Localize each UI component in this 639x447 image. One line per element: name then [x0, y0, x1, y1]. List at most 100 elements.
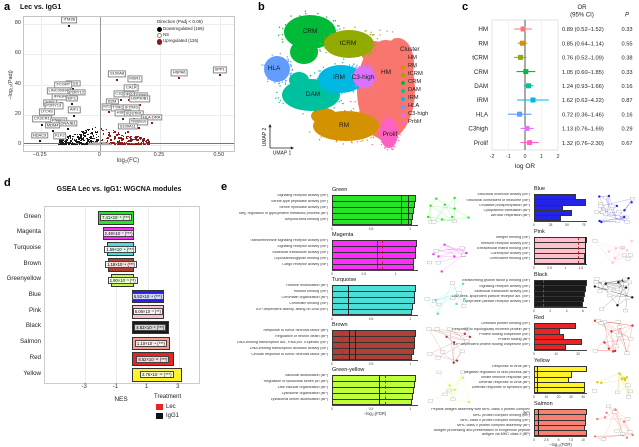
umap-speckle — [275, 97, 277, 99]
network-node — [429, 204, 432, 207]
gene-label: LTC4S — [38, 108, 55, 116]
umap-speckle — [369, 51, 372, 53]
gene-label: MSR1 — [127, 75, 143, 82]
volcano-point — [75, 141, 78, 143]
gsea-module-label: Pink — [28, 306, 41, 314]
volcano-point — [139, 137, 141, 139]
volcano-point — [86, 142, 88, 144]
gsea-legend-label: IgG1 — [166, 412, 180, 419]
volcano-point — [110, 139, 112, 141]
volcano-point — [120, 142, 122, 144]
go-term-label: DNA-binding transcription activator acti… — [249, 346, 328, 350]
umap-speckle — [267, 78, 269, 80]
network-node — [467, 216, 470, 219]
umap-speckle — [374, 50, 377, 53]
umap-legend-item: C3-high — [400, 111, 446, 119]
umap-speckle — [370, 137, 372, 139]
volcano-point — [62, 139, 64, 141]
gsea-module-label: Blue — [28, 291, 41, 298]
volcano-point — [117, 142, 120, 145]
gsea-bar: 6.06×10⁻³ (**) — [132, 305, 164, 319]
y-tick-label: 60 — [14, 50, 21, 57]
forest-point-estimate — [526, 83, 532, 89]
volcano-point — [107, 134, 110, 136]
volcano-plot-area: ITM2BCTSSFCGRTLINC00996P2RY12IFNGR1EIF1E… — [23, 16, 235, 152]
gsea-p-value-label: 6.52×10⁻⁴ (***) — [131, 292, 165, 300]
umap-speckle — [279, 85, 281, 87]
network-node — [605, 411, 608, 415]
gene-label: TMSB10 — [128, 118, 149, 126]
volcano-point — [109, 141, 112, 144]
go-term-label: Structural molecule activity (MF) — [477, 193, 530, 197]
network-node-box — [602, 212, 608, 216]
y-tick-label: 40 — [14, 80, 21, 87]
umap-panel: HM RM tCRM CRM DAM IRM HLA C3-high Prolif UMAP 1 U… — [0, 0, 639, 170]
network-node-box — [614, 429, 620, 433]
go-term-label: MHC class II protein complex assembly (B… — [457, 424, 530, 428]
umap-speckle — [372, 136, 375, 139]
volcano-point — [137, 142, 140, 144]
umap-cluster-blob — [284, 15, 336, 49]
gene-label: SPP1 — [212, 66, 227, 73]
volcano-point — [80, 142, 82, 144]
go-module-title: Pink — [534, 229, 545, 235]
go-x-tick: 0 — [331, 271, 333, 276]
network-node-box — [622, 277, 628, 281]
forest-panel: -2 -1 0 1 2 OR (95% CI) P HM 0.89 (0.52–1.52) 0.33… — [436, 0, 639, 172]
forest-p-value: 0.33 — [621, 27, 632, 33]
forest-x-tick: 1 — [540, 154, 543, 160]
go-term-label: Chromatin organization (BP) — [281, 296, 328, 299]
network-node-box — [600, 210, 606, 214]
umap-speckle — [325, 51, 327, 54]
umap-legend-label: HM — [408, 55, 418, 61]
umap-speckle — [411, 59, 413, 61]
go-network-diagram — [428, 370, 471, 404]
volcano-point — [78, 143, 81, 146]
volcano-point — [128, 143, 130, 145]
volcano-point — [110, 143, 113, 146]
volcano-point — [105, 142, 108, 144]
umap-speckle — [320, 114, 322, 117]
network-node — [607, 194, 611, 198]
gsea-bar: 7.41×10⁻⁹ (***) — [98, 211, 134, 225]
network-node — [440, 270, 443, 273]
network-node-box — [628, 337, 634, 341]
forest-header-p: P — [625, 13, 629, 19]
umap-legend-item: RM — [400, 63, 446, 71]
volcano-point — [98, 143, 101, 145]
volcano-legend-item: Upregulated (126) — [157, 38, 237, 45]
go-threshold-line — [578, 236, 580, 264]
umap-speckle — [334, 63, 336, 65]
volcano-point — [60, 142, 63, 144]
go-term-label: Response to topologically incorrect prot… — [452, 327, 530, 331]
go-network-diagram — [427, 243, 468, 273]
umap-speckle — [342, 143, 344, 145]
go-x-tick: 0 — [533, 308, 535, 313]
forest-header-ci: (95% CI) — [570, 13, 594, 19]
volcano-point — [148, 141, 150, 143]
umap-speckle — [332, 20, 335, 22]
volcano-point — [69, 135, 72, 137]
volcano-point — [139, 143, 141, 146]
go-module-title: Turquoise — [332, 277, 357, 283]
network-node-box — [624, 351, 630, 355]
umap-speckle — [319, 42, 321, 45]
go-threshold-line — [542, 279, 544, 307]
panel-a-letter: a — [4, 1, 11, 13]
forest-x-tick: -2 — [490, 154, 495, 160]
gene-label: SQSTM1 — [123, 110, 144, 117]
volcano-point — [118, 140, 121, 142]
gene-label: S100A11 — [117, 123, 138, 130]
umap-speckle — [323, 39, 325, 42]
gsea-bar: 4.62×10⁻⁵ (***) — [132, 320, 169, 335]
x-tick-label: 0 — [97, 152, 101, 158]
volcano-point — [109, 142, 112, 145]
network-node-box — [615, 215, 621, 219]
go-module-title: Brown — [332, 322, 348, 328]
umap-speckle — [353, 63, 355, 65]
volcano-point — [75, 139, 78, 141]
volcano-point — [144, 143, 147, 146]
network-node — [453, 196, 456, 200]
umap-speckle — [284, 24, 287, 26]
gsea-p-value-label: 8.52×10⁻¹¹ (***) — [136, 355, 170, 363]
